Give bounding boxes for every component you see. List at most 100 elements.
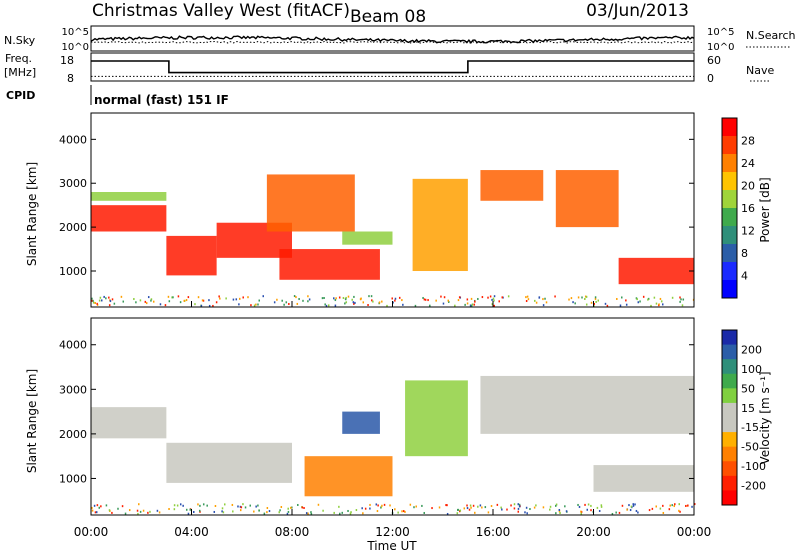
heatmap-speckle xyxy=(344,302,346,305)
heatmap-speckle xyxy=(513,503,516,506)
heatmap-speckle xyxy=(262,295,264,298)
heatmap-speckle xyxy=(506,508,508,511)
heatmap-speckle xyxy=(232,510,234,513)
heatmap-speckle xyxy=(669,504,671,507)
heatmap-speckle xyxy=(635,509,638,512)
heatmap-speckle xyxy=(404,510,406,513)
heatmap-speckle xyxy=(370,295,373,298)
heatmap-speckle xyxy=(215,301,218,304)
colorbar-tick-label: -15 xyxy=(741,421,759,434)
heatmap-speckle xyxy=(349,512,352,515)
heatmap-speckle xyxy=(626,508,628,511)
heatmap-speckle xyxy=(429,304,431,307)
heatmap-speckle xyxy=(100,299,103,302)
heatmap-speckle xyxy=(401,510,403,513)
heatmap-speckle xyxy=(474,300,476,303)
heatmap-speckle xyxy=(422,296,424,299)
heatmap-speckle xyxy=(117,507,119,510)
heatmap-speckle xyxy=(367,303,369,306)
heatmap-speckle xyxy=(352,301,355,304)
heatmap-speckle xyxy=(310,512,313,515)
heatmap-speckle xyxy=(273,301,276,304)
heatmap-speckle xyxy=(447,300,450,303)
heatmap-speckle xyxy=(628,504,630,507)
heatmap-speckle xyxy=(147,296,150,299)
heatmap-speckle xyxy=(177,295,180,298)
heatmap-speckle xyxy=(307,300,309,303)
noise-right-label: N.Search xyxy=(746,29,796,42)
heatmap-speckle xyxy=(242,503,244,506)
heatmap-speckle xyxy=(484,506,487,509)
heatmap-speckle xyxy=(397,511,399,514)
heatmap-speckle xyxy=(662,504,664,507)
heatmap-speckle xyxy=(590,504,592,507)
heatmap-speckle xyxy=(334,299,337,302)
heatmap-speckle xyxy=(470,304,473,307)
heatmap-speckle xyxy=(96,504,99,507)
colorbar-swatch xyxy=(722,402,737,418)
heatmap-speckle xyxy=(564,505,566,508)
freq-tick-low: 8 xyxy=(67,72,74,85)
heatmap-speckle xyxy=(338,296,341,299)
colorbar-tick-label: 28 xyxy=(741,135,755,148)
heatmap-speckle xyxy=(113,302,116,305)
heatmap-speckle xyxy=(491,303,494,306)
heatmap-speckle xyxy=(658,303,660,306)
heatmap-speckle xyxy=(293,295,296,298)
heatmap-speckle xyxy=(423,511,425,514)
heatmap-speckle xyxy=(308,298,311,301)
heatmap-speckle xyxy=(533,506,536,509)
ytick-label: 4000 xyxy=(59,339,87,352)
heatmap-speckle xyxy=(524,511,526,514)
heatmap-speckle xyxy=(634,503,636,506)
colorbar-swatch xyxy=(722,359,737,375)
heatmap-speckle xyxy=(458,296,461,299)
heatmap-speckle xyxy=(371,299,373,302)
heatmap-speckle xyxy=(496,503,499,506)
heatmap-speckle xyxy=(662,511,665,514)
heatmap-speckle xyxy=(139,299,142,302)
heatmap-speckle xyxy=(361,507,363,510)
heatmap-cell xyxy=(618,257,694,285)
heatmap-speckle xyxy=(179,301,182,304)
heatmap-speckle xyxy=(659,297,662,300)
heatmap-cell xyxy=(412,178,468,272)
heatmap-speckle xyxy=(381,504,383,507)
heatmap-speckle xyxy=(122,300,125,303)
heatmap-speckle xyxy=(280,506,283,509)
heatmap-speckle xyxy=(111,511,113,514)
heatmap-speckle xyxy=(679,300,681,303)
heatmap-cell xyxy=(166,235,217,276)
heatmap-speckle xyxy=(172,296,174,299)
heatmap-speckle xyxy=(364,507,367,510)
velocity-ylabel: Slant Range [km] xyxy=(25,369,39,473)
colorbar-tick-label: -100 xyxy=(741,460,766,473)
heatmap-speckle xyxy=(554,295,556,298)
heatmap-speckle xyxy=(565,510,568,513)
heatmap-speckle xyxy=(182,504,184,507)
heatmap-cell xyxy=(91,205,167,232)
heatmap-speckle xyxy=(92,301,95,304)
heatmap-speckle xyxy=(463,507,466,510)
heatmap-speckle xyxy=(538,296,541,299)
heatmap-speckle xyxy=(615,511,617,514)
heatmap-speckle xyxy=(156,509,159,512)
heatmap-speckle xyxy=(91,506,93,509)
heatmap-speckle xyxy=(616,297,618,300)
heatmap-speckle xyxy=(625,303,628,306)
heatmap-speckle xyxy=(490,505,493,508)
heatmap-cell xyxy=(91,407,167,439)
heatmap-speckle xyxy=(133,298,135,301)
heatmap-speckle xyxy=(402,303,404,306)
heatmap-speckle xyxy=(604,302,607,305)
heatmap-speckle xyxy=(144,300,147,303)
power-cbar-label: Power [dB] xyxy=(758,177,772,242)
heatmap-speckle xyxy=(276,298,278,301)
heatmap-speckle xyxy=(510,504,512,507)
heatmap-speckle xyxy=(568,298,570,301)
heatmap-speckle xyxy=(142,509,145,512)
colorbar-frame xyxy=(721,117,738,299)
heatmap-speckle xyxy=(108,296,110,299)
xtick-label: 20:00 xyxy=(576,525,611,539)
velocity-cbar-label: Velocity [m s⁻¹] xyxy=(758,371,772,464)
